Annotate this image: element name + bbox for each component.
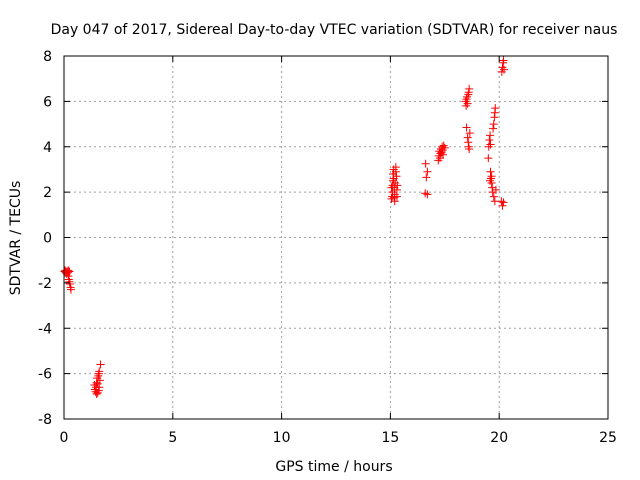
y-tick-label: 0 — [43, 231, 52, 247]
data-point — [465, 84, 474, 93]
y-tick-label: 4 — [43, 140, 52, 156]
data-point — [498, 201, 507, 210]
data-point — [423, 190, 432, 199]
data-point — [487, 172, 496, 181]
data-point — [66, 285, 75, 294]
y-tick-label: -8 — [38, 412, 52, 428]
x-axis-label: GPS time / hours — [275, 459, 392, 475]
data-point — [491, 104, 500, 113]
data-point — [388, 188, 397, 197]
data-point — [499, 198, 508, 207]
data-point — [64, 275, 73, 284]
data-point — [462, 92, 471, 101]
data-point — [387, 183, 396, 192]
data-point — [486, 131, 495, 140]
data-point — [489, 120, 498, 129]
data-point — [95, 367, 104, 376]
data-point — [421, 159, 430, 168]
data-point — [93, 379, 102, 388]
data-point — [65, 267, 74, 276]
data-point — [486, 176, 495, 185]
data-point — [393, 181, 402, 190]
data-point — [489, 124, 498, 133]
data-point — [439, 150, 448, 159]
data-point — [392, 172, 401, 181]
data-point — [421, 189, 430, 198]
data-point — [497, 67, 506, 76]
data-point — [440, 143, 449, 152]
data-point — [491, 185, 500, 194]
data-point — [465, 145, 474, 154]
x-tick-label: 25 — [599, 430, 617, 446]
y-tick-label: -4 — [38, 321, 52, 337]
x-tick-label: 5 — [168, 430, 177, 446]
x-tick-label: 15 — [381, 430, 399, 446]
data-point — [92, 390, 101, 399]
data-point — [486, 167, 495, 176]
data-point — [423, 167, 432, 176]
data-point — [465, 129, 474, 138]
data-point — [489, 192, 498, 201]
data-point — [499, 56, 508, 65]
chart-title: Day 047 of 2017, Sidereal Day-to-day VTE… — [51, 22, 618, 38]
data-point — [487, 179, 496, 188]
y-tick-label: -2 — [38, 276, 52, 292]
data-point — [65, 280, 74, 289]
data-point — [498, 63, 507, 72]
x-tick-label: 20 — [490, 430, 508, 446]
y-tick-label: -6 — [38, 367, 52, 383]
data-point — [486, 174, 495, 183]
data-point — [64, 266, 73, 275]
data-point — [462, 123, 471, 132]
data-point — [497, 197, 506, 206]
data-point — [95, 383, 104, 392]
data-point — [485, 135, 494, 144]
x-axis-ticks: 0 5 10 15 20 25 — [60, 56, 617, 446]
data-point — [486, 140, 495, 149]
data-point — [461, 97, 470, 106]
data-point — [484, 154, 493, 163]
y-tick-label: 2 — [43, 185, 52, 201]
y-tick-label: 8 — [43, 49, 52, 65]
y-axis-ticks: -8 -6 -4 -2 0 2 4 6 8 — [38, 49, 608, 428]
x-tick-label: 0 — [60, 430, 69, 446]
x-tick-label: 10 — [273, 430, 291, 446]
data-point — [484, 142, 493, 151]
data-point — [462, 101, 471, 110]
data-point — [463, 133, 472, 142]
y-tick-label: 6 — [43, 94, 52, 110]
data-point — [390, 193, 399, 202]
data-point — [391, 163, 400, 172]
grid-lines — [64, 56, 608, 419]
data-point — [94, 371, 103, 380]
data-point — [463, 99, 472, 108]
y-axis-label: SDTVAR / TECUs — [8, 181, 24, 296]
data-point — [422, 173, 431, 182]
data-points — [60, 56, 508, 399]
data-point — [499, 65, 508, 74]
data-point — [96, 360, 105, 369]
